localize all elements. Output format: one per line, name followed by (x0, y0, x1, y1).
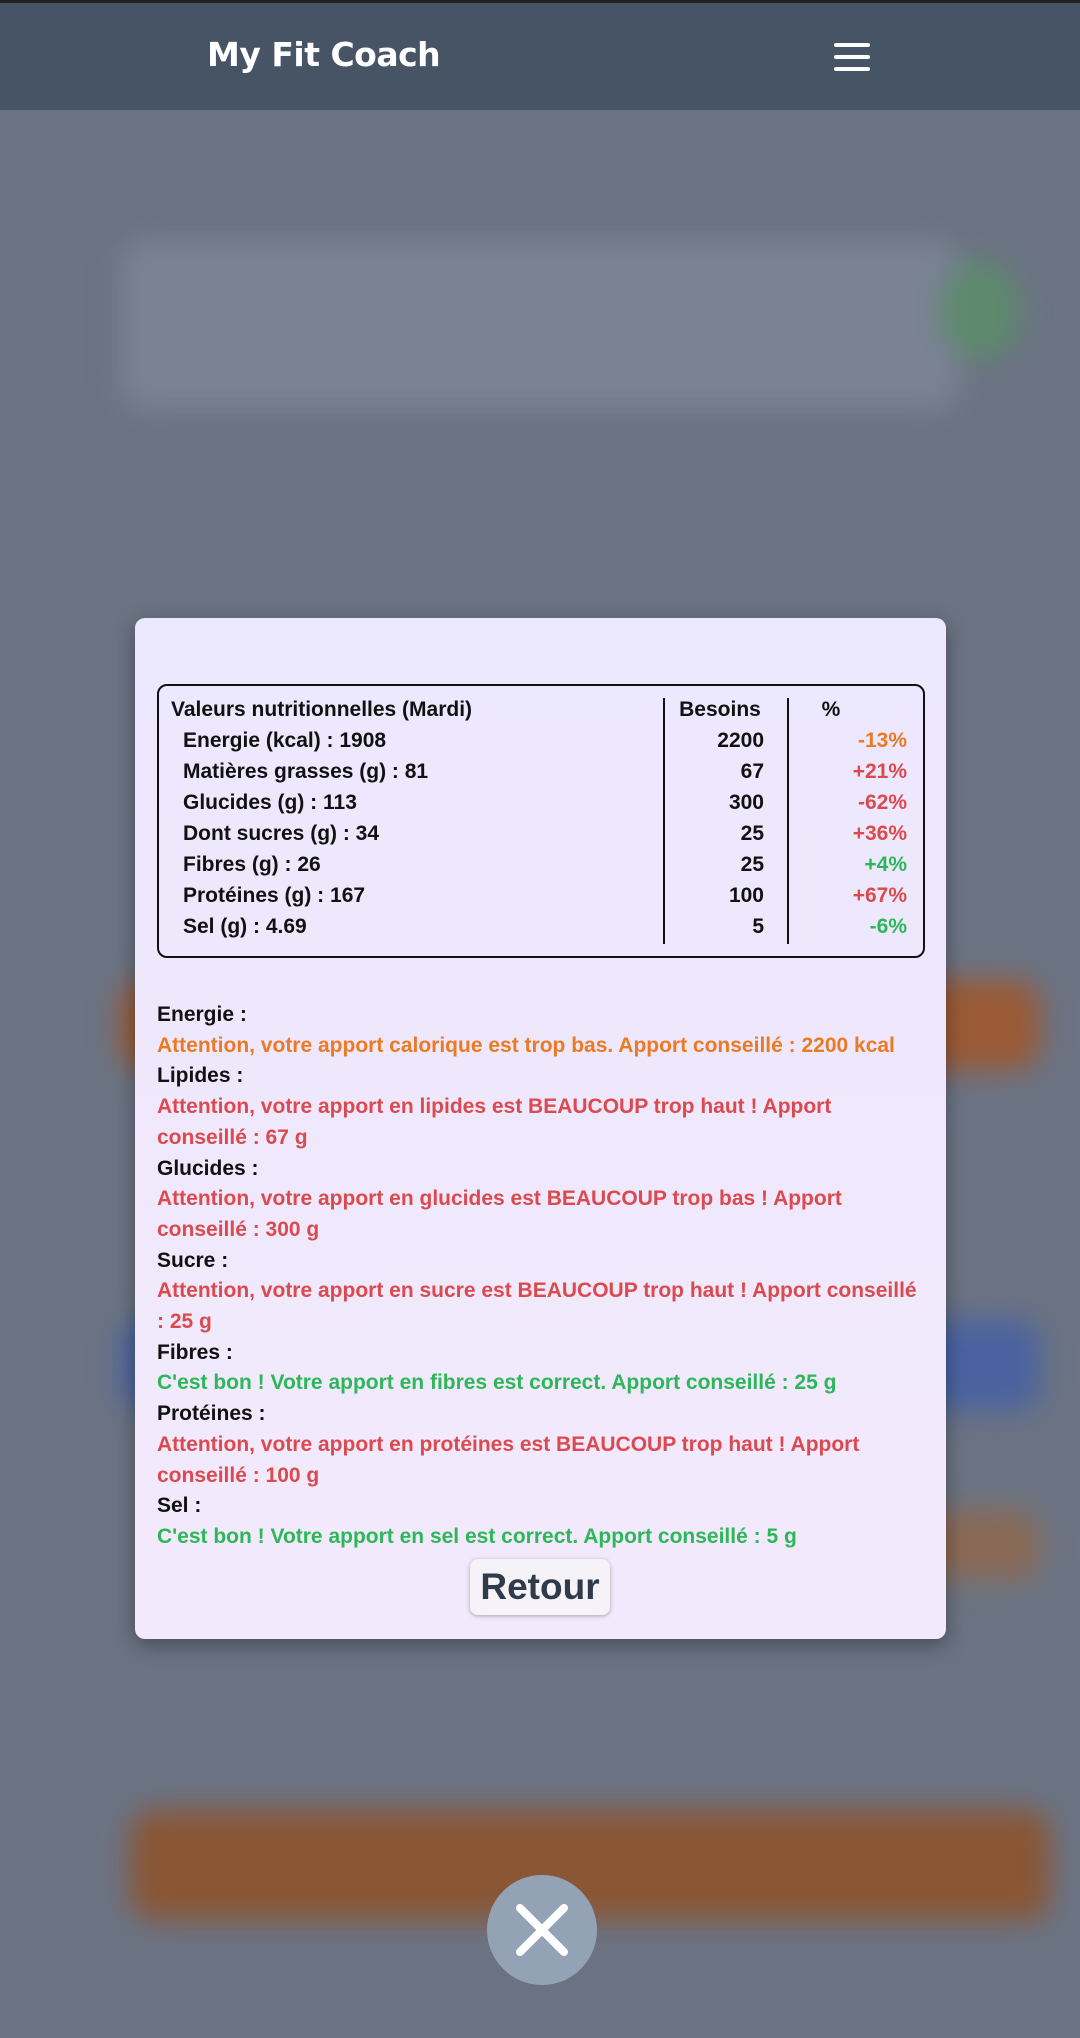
message-carbs: Glucides : Attention, votre apport en gl… (157, 1154, 927, 1246)
menu-line (834, 55, 870, 59)
row-needs: 67 (740, 760, 764, 783)
row-percent: +36% (852, 822, 907, 845)
row-percent: -6% (869, 915, 907, 938)
retour-button[interactable]: Retour (470, 1559, 610, 1615)
column-divider (663, 698, 665, 944)
menu-line (834, 67, 870, 71)
table-header-row: Valeurs nutritionnelles (Mardi) Besoins … (159, 698, 923, 728)
column-divider (787, 698, 789, 944)
row-percent: +21% (852, 760, 907, 783)
message-salt: Sel : C'est bon ! Votre apport en sel es… (157, 1491, 927, 1552)
message-label: Lipides : (157, 1064, 244, 1088)
row-label: Sel (g) : 4.69 (183, 915, 307, 938)
row-needs: 25 (740, 822, 764, 845)
row-percent: -13% (857, 729, 907, 752)
row-label: Protéines (g) : 167 (183, 884, 366, 907)
message-text: Attention, votre apport en lipides est B… (157, 1095, 832, 1149)
table-row: Sel (g) : 4.69 5 -6% (159, 915, 923, 945)
app-header: My Fit Coach (0, 0, 1080, 110)
message-text: Attention, votre apport calorique est tr… (157, 1033, 895, 1057)
message-label: Glucides : (157, 1156, 259, 1180)
nutrition-messages: Energie : Attention, votre apport calori… (157, 1000, 927, 1553)
message-text: Attention, votre apport en sucre est BEA… (157, 1279, 917, 1334)
row-needs: 100 (728, 884, 764, 907)
blurred-card (120, 240, 960, 410)
blurred-green-dot (940, 260, 1020, 360)
table-row: Energie (kcal) : 1908 2200 -13% (159, 729, 923, 759)
table-title: Valeurs nutritionnelles (Mardi) (171, 698, 473, 721)
nutrition-modal: Valeurs nutritionnelles (Mardi) Besoins … (135, 618, 946, 1639)
message-text: Attention, votre apport en glucides est … (157, 1187, 842, 1241)
close-button[interactable] (487, 1875, 597, 1985)
message-text: C'est bon ! Votre apport en sel est corr… (157, 1524, 797, 1548)
row-needs: 300 (728, 791, 764, 814)
needs-column-header: Besoins (679, 698, 761, 721)
message-sugar: Sucre : Attention, votre apport en sucre… (157, 1246, 927, 1338)
message-label: Sel : (157, 1494, 202, 1518)
table-row: Fibres (g) : 26 25 +4% (159, 853, 923, 883)
row-label: Dont sucres (g) : 34 (183, 822, 380, 845)
app-title[interactable]: My Fit Coach (207, 35, 441, 74)
row-label: Energie (kcal) : 1908 (183, 729, 387, 752)
row-label: Matières grasses (g) : 81 (183, 760, 429, 783)
message-energy: Energie : Attention, votre apport calori… (157, 1000, 927, 1061)
percent-column-header: % (821, 698, 841, 721)
message-lipids: Lipides : Attention, votre apport en lip… (157, 1061, 927, 1153)
row-percent: -62% (857, 791, 907, 814)
message-label: Sucre : (157, 1248, 229, 1272)
row-percent: +67% (852, 884, 907, 907)
row-percent: +4% (864, 853, 907, 876)
row-label: Fibres (g) : 26 (183, 853, 321, 876)
row-needs: 5 (752, 915, 764, 938)
hamburger-menu-icon[interactable] (834, 43, 870, 71)
table-row: Glucides (g) : 113 300 -62% (159, 791, 923, 821)
table-row: Dont sucres (g) : 34 25 +36% (159, 822, 923, 852)
blurred-orange-button (130, 1810, 1050, 1920)
close-icon (516, 1904, 568, 1956)
message-text: C'est bon ! Votre apport en fibres est c… (157, 1371, 837, 1395)
row-needs: 25 (740, 853, 764, 876)
nutrition-table: Valeurs nutritionnelles (Mardi) Besoins … (157, 684, 925, 958)
table-row: Protéines (g) : 167 100 +67% (159, 884, 923, 914)
message-text: Attention, votre apport en protéines est… (157, 1432, 860, 1487)
message-proteins: Protéines : Attention, votre apport en p… (157, 1399, 927, 1491)
menu-line (834, 43, 870, 47)
message-label: Protéines : (157, 1402, 266, 1426)
table-row: Matières grasses (g) : 81 67 +21% (159, 760, 923, 790)
row-needs: 2200 (717, 729, 764, 752)
row-label: Glucides (g) : 113 (183, 791, 357, 814)
message-label: Fibres : (157, 1340, 233, 1364)
message-label: Energie : (157, 1003, 247, 1026)
message-fibers: Fibres : C'est bon ! Votre apport en fib… (157, 1338, 927, 1399)
